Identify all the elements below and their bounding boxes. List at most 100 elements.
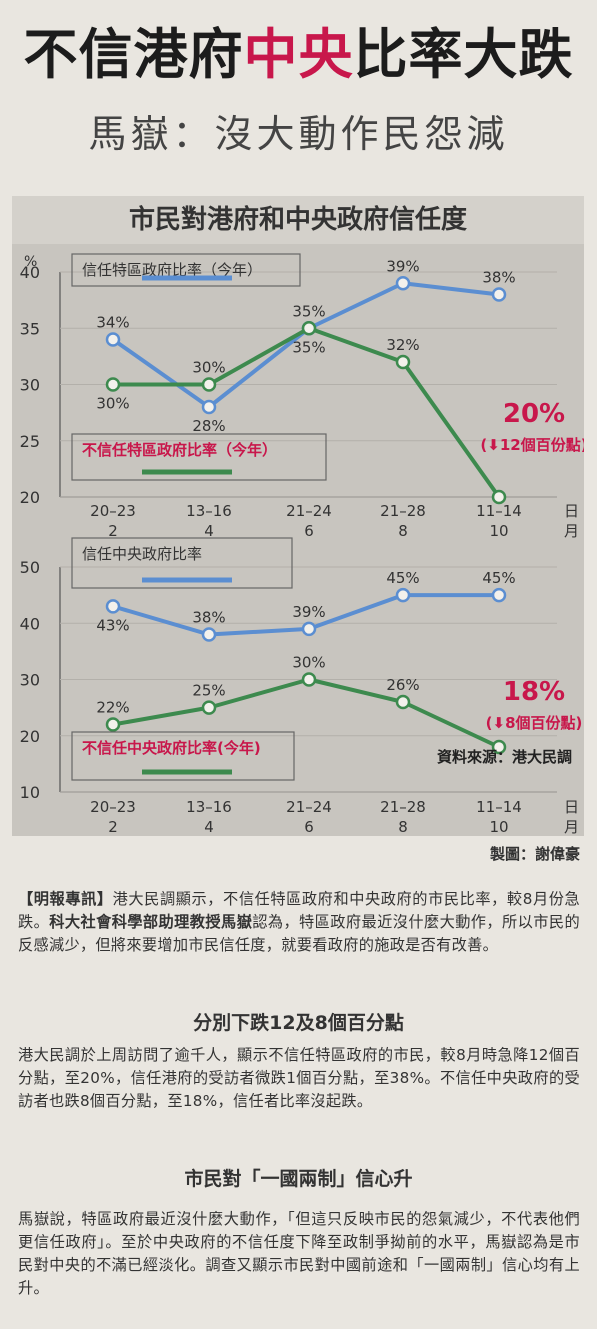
data-point xyxy=(201,377,217,392)
x-tick-label: 20–23 xyxy=(90,502,136,520)
annotation-value: 20% xyxy=(503,399,565,429)
data-label: 39% xyxy=(292,603,325,621)
data-point xyxy=(201,399,217,415)
chart-source: 資料來源：港大民調 xyxy=(437,748,572,766)
x-tick-label: 10 xyxy=(489,522,508,540)
data-point xyxy=(201,627,217,642)
data-point xyxy=(105,599,121,614)
article-subhead-2: 市民對「一國兩制」信心升 xyxy=(184,1168,413,1190)
x-tick-label: 20–23 xyxy=(90,798,136,816)
annotation-change: (⬇12個百份點) xyxy=(480,436,584,454)
legend-label: 信任中央政府比率 xyxy=(82,545,202,563)
data-point xyxy=(395,587,411,603)
x-tick-label: 4 xyxy=(204,818,214,836)
data-point xyxy=(105,377,121,392)
paragraph-1-bold: 科大社會科學部助理教授馬嶽 xyxy=(49,913,253,931)
x-tick-label: 13–16 xyxy=(186,798,232,816)
x-unit-month: 月 xyxy=(564,818,579,836)
x-tick-label: 13–16 xyxy=(186,502,232,520)
data-label: 28% xyxy=(192,417,225,435)
x-tick-label: 10 xyxy=(489,818,508,836)
legend-label: 不信任中央政府比率(今年) xyxy=(82,739,261,757)
legend-label: 信任特區政府比率（今年） xyxy=(82,261,262,279)
subheadline: 馬嶽：沒大動作民怨減 xyxy=(88,112,509,156)
data-label: 30% xyxy=(292,654,325,672)
y-tick-label: 25 xyxy=(20,432,40,451)
article-paragraph-3: 馬嶽說，特區政府最近沒什麼大動作，「但這只反映市民的怨氣減少，不代表他們更信任政… xyxy=(18,1210,580,1297)
y-tick-label: 50 xyxy=(20,558,40,577)
data-label: 30% xyxy=(96,395,129,413)
legend-label: 不信任特區政府比率（今年） xyxy=(82,441,277,459)
y-tick-label: 10 xyxy=(20,783,40,802)
x-tick-label: 8 xyxy=(398,818,408,836)
data-label: 45% xyxy=(386,569,419,587)
headline-part-3: 比率大跌 xyxy=(353,23,574,86)
x-tick-label: 11–14 xyxy=(476,798,522,816)
dateline-tag: 【明報專訊】 xyxy=(18,890,113,908)
headline-part-1: 不信港府 xyxy=(23,23,244,86)
data-point xyxy=(301,621,317,637)
y-tick-label: 20 xyxy=(20,727,40,746)
annotation-change: (⬇8個百份點) xyxy=(486,714,583,732)
headline-part-2: 中央 xyxy=(243,23,354,86)
data-point xyxy=(105,717,121,732)
annotation-value: 18% xyxy=(503,677,565,707)
data-label: 30% xyxy=(192,359,225,377)
x-tick-label: 11–14 xyxy=(476,502,522,520)
series-line xyxy=(112,677,500,749)
x-tick-label: 8 xyxy=(398,522,408,540)
chart-heading: 市民對港府和中央政府信任度 xyxy=(12,196,584,244)
y-tick-label: 35 xyxy=(20,319,40,338)
data-label: 35% xyxy=(292,338,325,356)
paragraph-1-text-b: 認為，特區政府最近沒什麼大動作，所以市民的反感減少，但將來要增加市民信任度，就要… xyxy=(18,913,580,954)
data-label: 32% xyxy=(386,336,419,354)
data-point xyxy=(395,354,411,370)
legend-box xyxy=(71,731,295,781)
x-unit-day: 日 xyxy=(564,798,579,816)
data-label: 25% xyxy=(192,682,225,700)
y-unit-label: % xyxy=(24,254,37,270)
chart-credit: 製圖：謝偉豪 xyxy=(489,845,580,863)
x-tick-label: 6 xyxy=(304,818,314,836)
trust-charts: 20 25 30 35 40% 20–23 2 13–16 4 21–24 6 21–28 8 11–14… xyxy=(20,253,584,836)
paragraph-1-text-a: 港大民調顯示，不信任特區政府和中央政府的市民比率，較8月份急跌。 xyxy=(18,890,580,931)
data-label: 22% xyxy=(96,699,129,717)
chart-panel: 20 25 30 35 40% 20–23 2 13–16 4 21–24 6 21–28 8 11–14… xyxy=(12,244,584,836)
data-point xyxy=(491,287,507,302)
data-point xyxy=(201,700,217,715)
legend-box xyxy=(71,253,301,287)
y-tick-label: 40 xyxy=(20,614,40,633)
x-unit-day: 日 xyxy=(564,502,579,520)
y-tick-label: 20 xyxy=(20,488,40,507)
x-tick-label: 21–28 xyxy=(380,502,426,520)
article-subhead-1: 分別下跌12及8個百分點 xyxy=(193,1012,404,1034)
x-tick-label: 4 xyxy=(204,522,214,540)
data-label: 39% xyxy=(386,257,419,275)
legend-box xyxy=(71,433,327,481)
x-tick-label: 6 xyxy=(304,522,314,540)
data-label: 38% xyxy=(482,269,515,287)
x-tick-label: 21–24 xyxy=(286,502,332,520)
headline: 不信港府中央比率大跌 xyxy=(0,12,597,98)
legend-box xyxy=(71,537,293,589)
y-tick-label: 30 xyxy=(20,376,40,395)
data-point xyxy=(395,694,411,710)
data-point xyxy=(491,489,507,505)
x-tick-label: 21–28 xyxy=(380,798,426,816)
x-tick-label: 21–24 xyxy=(286,798,332,816)
data-point xyxy=(105,332,121,347)
data-point xyxy=(491,739,507,755)
data-label: 38% xyxy=(192,609,225,627)
data-label: 34% xyxy=(96,314,129,332)
data-point xyxy=(491,587,507,603)
data-point xyxy=(395,276,411,291)
article-paragraph-1: 【明報專訊】港大民調顯示，不信任特區政府和中央政府的市民比率，較8月份急跌。科大… xyxy=(18,888,580,957)
x-unit-month: 月 xyxy=(564,522,579,540)
data-label: 35% xyxy=(292,302,325,320)
x-tick-label: 2 xyxy=(108,522,118,540)
x-tick-label: 2 xyxy=(108,818,118,836)
data-point xyxy=(301,672,317,687)
y-tick-label: 40 xyxy=(20,263,40,282)
data-label: 26% xyxy=(386,676,419,694)
y-tick-label: 30 xyxy=(20,671,40,690)
